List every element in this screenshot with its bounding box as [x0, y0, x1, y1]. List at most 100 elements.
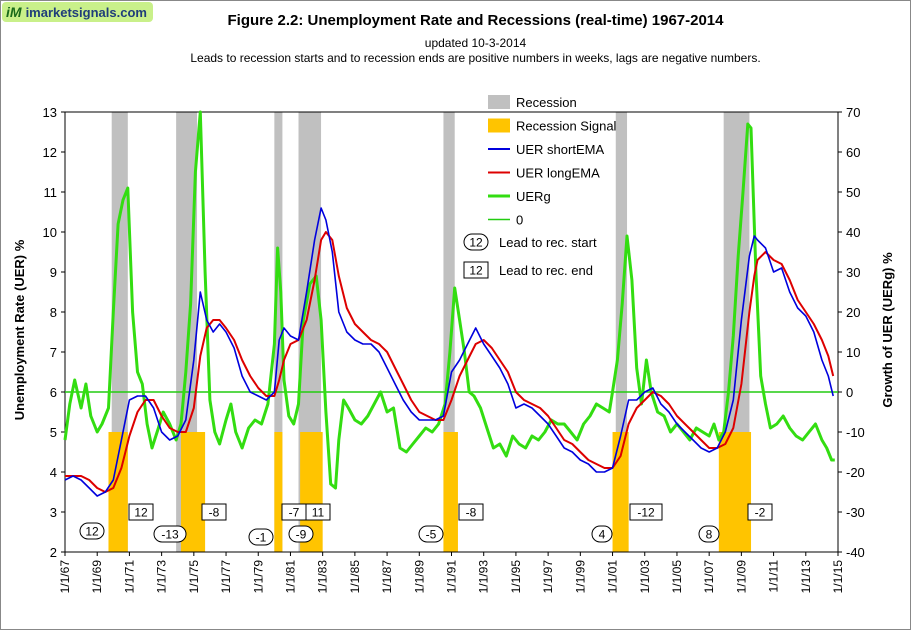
legend-swatch — [488, 95, 510, 109]
y2-tick-label: 60 — [846, 145, 860, 160]
lead-start-marker — [248, 528, 274, 546]
x-tick-label: 1/1/91 — [445, 560, 459, 594]
lead-lag-value: 11 — [312, 506, 325, 520]
series-lines — [63, 110, 838, 497]
tick-labels: 2345678910111213-40-30-20-10010203040506… — [43, 105, 865, 593]
recession-signal-band — [443, 432, 458, 552]
lead-end-marker — [463, 261, 489, 279]
y-tick-label: 8 — [50, 305, 57, 320]
x-tick-label: 1/1/81 — [283, 560, 297, 594]
site-logo[interactable]: iM imarketsignals.com — [2, 2, 153, 22]
x-tick-label: 1/1/03 — [638, 560, 652, 594]
lead-lag-value: 4 — [599, 528, 606, 542]
legend: Recession Recession Signal UER shortEMA UER… — [488, 95, 617, 228]
x-tick-label: 1/1/87 — [380, 560, 394, 594]
legend-label: Recession — [516, 95, 577, 110]
legend-label: UER longEMA — [516, 166, 600, 181]
lead-lag-value: -9 — [296, 528, 307, 542]
y2-tick-label: -40 — [846, 545, 865, 560]
y2-tick-label: 70 — [846, 105, 860, 120]
y-tick-label: 5 — [50, 425, 57, 440]
x-tick-label: 1/1/69 — [90, 560, 104, 594]
lead-lag-value: 12 — [134, 506, 148, 520]
lead-lag-value: -7 — [289, 506, 300, 520]
y2-tick-label: -30 — [846, 505, 865, 520]
x-tick-label: 1/1/67 — [58, 560, 72, 594]
y-tick-label: 2 — [50, 545, 57, 560]
series-uer-shortema — [64, 207, 834, 497]
recession-signal-band — [274, 432, 283, 552]
lead-lag-value: 12 — [469, 236, 483, 250]
x-tick-label: 1/1/77 — [219, 560, 233, 594]
lead-start-marker — [288, 525, 314, 543]
recession-signal-bands — [108, 432, 752, 552]
lead-lag-value: -8 — [466, 506, 477, 520]
x-tick-label: 1/1/83 — [316, 560, 330, 594]
lead-start-legend-label: Lead to rec. start — [499, 235, 597, 250]
lead-start-marker — [418, 525, 444, 543]
lead-lag-annotations: 12 12 12 12 -13 -8 -1 -7 11 -9 -5 -8 4 -12 8 -2 Lead to … — [79, 233, 773, 546]
chart-subtitle-updated: updated 10-3-2014 — [424, 36, 527, 50]
lead-end-marker — [747, 503, 773, 521]
logo-text: imarketsignals.com — [25, 4, 147, 20]
lead-start-marker — [463, 233, 489, 251]
x-tick-label: 1/1/95 — [509, 560, 523, 594]
y2-tick-label: 0 — [846, 385, 853, 400]
x-tick-label: 1/1/73 — [155, 560, 169, 594]
lead-start-marker — [698, 525, 720, 543]
legend-label: 0 — [516, 213, 523, 228]
y2-tick-label: 40 — [846, 225, 860, 240]
y2-tick-label: 50 — [846, 185, 860, 200]
x-tick-label: 1/1/85 — [348, 560, 362, 594]
chart-title: Figure 2.2: Unemployment Rate and Recess… — [227, 12, 724, 29]
y2-tick-label: 10 — [846, 345, 860, 360]
x-tick-label: 1/1/01 — [606, 560, 620, 594]
recession-signal-band — [718, 432, 752, 552]
x-tick-label: 1/1/75 — [187, 560, 201, 594]
x-tick-label: 1/1/13 — [799, 560, 813, 594]
x-tick-label: 1/1/09 — [734, 560, 748, 594]
lead-lag-value: -2 — [755, 506, 766, 520]
y-tick-label: 3 — [50, 505, 57, 520]
lead-lag-value: 12 — [85, 525, 99, 539]
lead-end-marker — [629, 503, 663, 521]
lead-lag-value: -12 — [637, 506, 655, 520]
legend-label: Recession Signal — [516, 119, 617, 134]
legend-label: UER shortEMA — [516, 142, 604, 157]
y-tick-label: 9 — [50, 265, 57, 280]
x-tick-label: 1/1/89 — [412, 560, 426, 594]
lead-start-marker — [79, 522, 105, 540]
x-tick-label: 1/1/15 — [831, 560, 845, 594]
x-tick-label: 1/1/93 — [477, 560, 491, 594]
recession-band — [274, 112, 283, 552]
legend-label: UERg — [516, 189, 551, 204]
y-axis-label: Unemployment Rate (UER) % — [12, 239, 27, 420]
recession-signal-band — [300, 432, 323, 552]
lead-end-marker — [128, 503, 154, 521]
y-tick-label: 12 — [43, 145, 57, 160]
series-uer-longema — [65, 231, 835, 493]
recession-signal-band — [612, 432, 629, 552]
y-tick-label: 10 — [43, 225, 57, 240]
logo-mark: iM — [6, 4, 22, 20]
x-tick-label: 1/1/05 — [670, 560, 684, 594]
lead-end-marker — [201, 503, 227, 521]
x-tick-label: 1/1/99 — [573, 560, 587, 594]
x-tick-label: 1/1/79 — [251, 560, 265, 594]
recession-band — [443, 112, 455, 552]
y-tick-label: 6 — [50, 385, 57, 400]
lead-start-marker — [591, 525, 613, 543]
axes — [61, 111, 842, 556]
lead-lag-value: 8 — [706, 528, 713, 542]
y2-tick-label: 30 — [846, 265, 860, 280]
y2-tick-label: -10 — [846, 425, 865, 440]
chart-subtitle-note: Leads to recession starts and to recessi… — [190, 51, 761, 65]
series-uerg — [63, 110, 835, 490]
lead-lag-value: -8 — [209, 506, 220, 520]
lead-lag-value: -13 — [161, 528, 179, 542]
y2-tick-label: -20 — [846, 465, 865, 480]
x-tick-label: 1/1/07 — [702, 560, 716, 594]
lead-start-marker — [153, 525, 187, 543]
y-tick-label: 11 — [44, 185, 58, 200]
y2-axis-label: Growth of UER (UERg) % — [880, 252, 895, 408]
